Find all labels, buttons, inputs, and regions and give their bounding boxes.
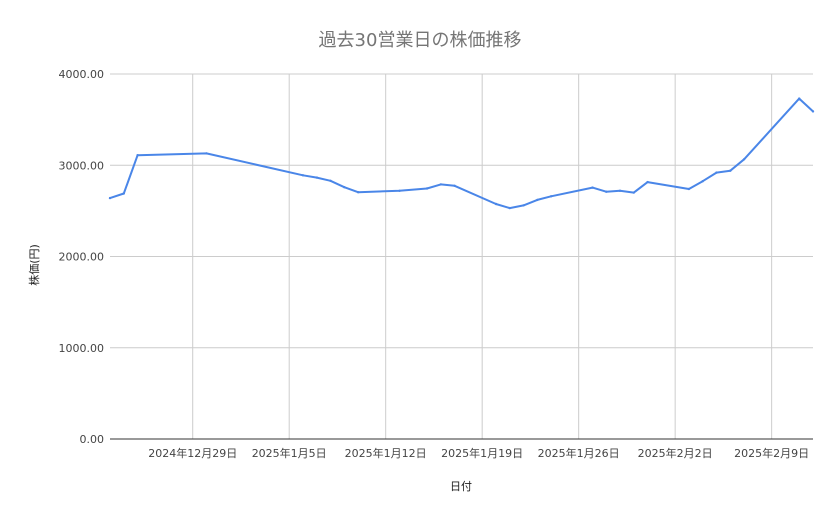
data-point xyxy=(494,202,498,206)
data-point xyxy=(715,171,718,174)
y-tick-label: 4000.00 xyxy=(59,68,105,81)
data-point xyxy=(522,204,525,207)
data-point xyxy=(315,176,318,179)
data-point xyxy=(549,195,553,198)
data-point xyxy=(122,192,126,195)
chart-title: 過去30営業日の株価推移 xyxy=(319,30,522,51)
data-point xyxy=(742,158,746,161)
data-point xyxy=(687,187,691,191)
x-tick-label: 2025年1月26日 xyxy=(538,446,620,460)
data-points xyxy=(108,97,815,210)
data-point xyxy=(536,198,539,202)
data-point xyxy=(618,189,622,192)
data-point xyxy=(453,184,456,187)
data-point xyxy=(701,180,704,183)
y-gridlines xyxy=(110,73,813,349)
y-tick-label: 0.00 xyxy=(80,433,105,446)
data-point xyxy=(811,110,815,113)
data-point xyxy=(108,196,112,200)
data-point xyxy=(729,169,732,172)
y-tick-label: 2000.00 xyxy=(59,251,105,264)
data-point xyxy=(646,180,649,184)
data-point xyxy=(425,187,429,190)
data-point xyxy=(798,97,801,100)
x-tick-label: 2024年12月29日 xyxy=(148,446,237,460)
data-point xyxy=(343,186,346,189)
x-tick-label: 2025年2月9日 xyxy=(734,446,809,460)
data-point xyxy=(439,183,442,186)
x-tick-labels: 2024年12月29日 2025年1月5日 2025年1月12日 2025年1月19日… xyxy=(148,446,809,460)
data-point xyxy=(205,152,208,155)
data-point xyxy=(508,206,511,210)
y-tick-label: 1000.00 xyxy=(59,342,105,355)
data-point xyxy=(398,189,401,192)
x-gridlines xyxy=(192,74,773,439)
x-tick-label: 2025年1月5日 xyxy=(252,446,327,460)
x-tick-label: 2025年1月12日 xyxy=(345,446,427,460)
data-point xyxy=(605,190,608,193)
data-point xyxy=(591,186,594,189)
data-point xyxy=(301,174,305,177)
y-tick-labels: 0.00 1000.00 2000.00 3000.00 4000.00 xyxy=(59,68,105,446)
data-point xyxy=(136,154,139,157)
data-point xyxy=(356,191,360,194)
x-tick-label: 2025年1月19日 xyxy=(441,446,523,460)
x-tick-label: 2025年2月2日 xyxy=(638,446,713,460)
data-point xyxy=(632,191,635,194)
y-axis-title: 株価(円) xyxy=(27,244,41,286)
y-tick-label: 3000.00 xyxy=(59,159,105,172)
data-point xyxy=(329,179,332,182)
series-line xyxy=(109,97,814,210)
x-axis-title: 日付 xyxy=(450,480,472,493)
